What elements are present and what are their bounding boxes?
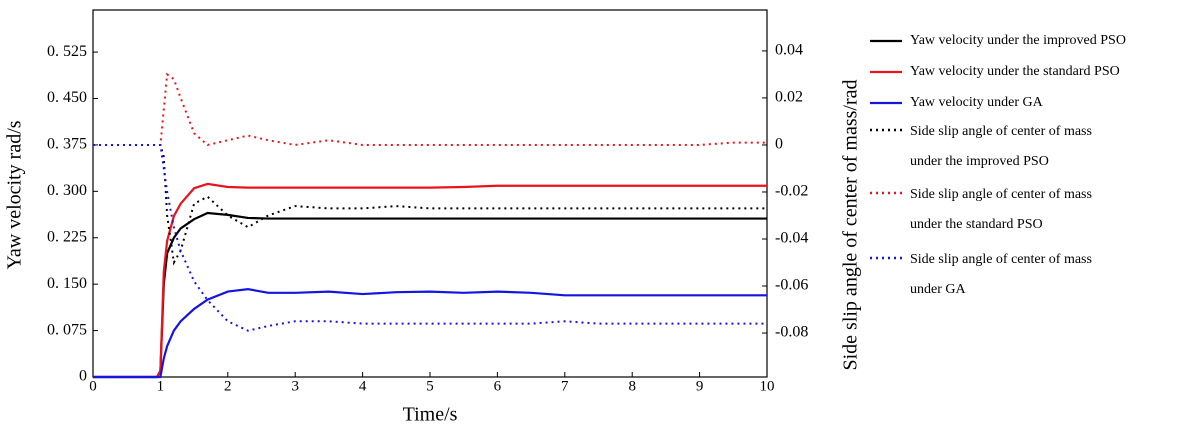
x-tick-label: 4	[359, 378, 367, 394]
x-tick-label: 9	[696, 378, 704, 394]
legend-swatch	[870, 191, 902, 195]
x-tick-label: 2	[224, 378, 232, 394]
y-tick-label: 0. 075	[47, 321, 87, 338]
x-tick-label: 3	[291, 378, 299, 394]
x-tick-label: 0	[89, 378, 97, 394]
y2-tick-label: 0	[775, 136, 783, 153]
legend-swatch	[870, 70, 902, 74]
x-tick-label: 1	[157, 378, 165, 394]
series-line	[93, 288, 767, 379]
legend-label: Side slip angle of center of mass under …	[910, 187, 1092, 232]
x-tick-label: 10	[760, 378, 775, 394]
y-tick-label: 0. 525	[47, 43, 87, 60]
x-tick-label: 5	[426, 378, 434, 394]
series-line	[93, 211, 767, 379]
legend-label: Side slip angle of center of mass under …	[910, 252, 1092, 297]
y-tick-label: 0. 450	[47, 89, 87, 106]
y2-tick-label: -0.04	[775, 230, 808, 247]
legend-label: Yaw velocity under the standard PSO	[910, 64, 1120, 79]
legend-label: Yaw velocity under GA	[910, 95, 1043, 110]
x-axis-label: Time/s	[403, 404, 458, 426]
y2-tick-label: 0.04	[775, 42, 803, 59]
y2-tick-label: -0.02	[775, 183, 808, 200]
y-tick-label: 0. 375	[47, 136, 87, 153]
legend-swatch	[870, 256, 902, 260]
x-tick-label: 8	[628, 378, 636, 394]
y-tick-label: 0. 225	[47, 228, 87, 245]
y-tick-label: 0	[79, 368, 87, 385]
y2-tick-label: 0.02	[775, 89, 803, 106]
y2-axis-label: Side slip angle of center of mass/rad	[840, 79, 862, 370]
y-axis-label: Yaw velocity rad/s	[4, 120, 26, 269]
y-tick-label: 0. 150	[47, 275, 87, 292]
plot-frame	[92, 9, 768, 378]
series-line	[93, 72, 767, 147]
series-line	[93, 182, 767, 379]
legend-label: Yaw velocity under the improved PSO	[910, 33, 1126, 48]
y2-tick-label: -0.06	[775, 277, 808, 294]
x-tick-label: 7	[561, 378, 569, 394]
legend-swatch	[870, 128, 902, 132]
legend-swatch	[870, 39, 902, 43]
x-tick-label: 6	[494, 378, 502, 394]
legend-swatch	[870, 101, 902, 105]
y2-tick-label: -0.08	[775, 324, 808, 341]
legend-label: Side slip angle of center of mass under …	[910, 124, 1092, 169]
series-line	[93, 143, 767, 332]
y-tick-label: 0. 300	[47, 182, 87, 199]
series-line	[93, 143, 767, 266]
